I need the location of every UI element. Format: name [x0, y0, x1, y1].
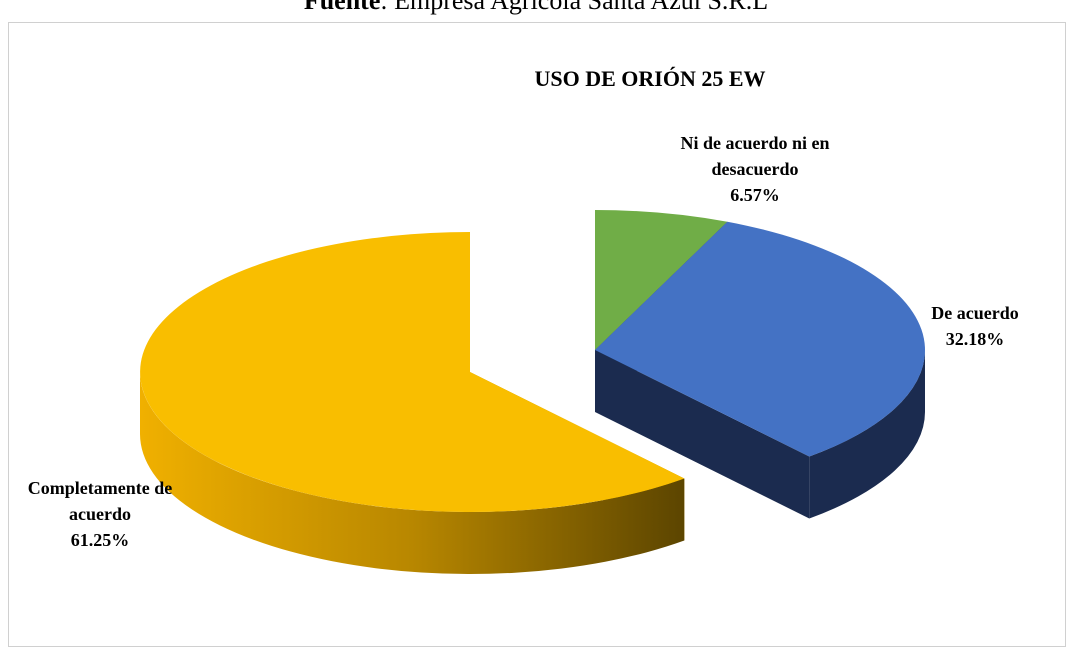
source-label: Fuente: [303, 0, 381, 15]
slice-label: De acuerdo 32.18%: [880, 300, 1070, 352]
slice-label: Completamente de acuerdo 61.25%: [0, 475, 200, 553]
slice-value: 32.18%: [945, 329, 1005, 349]
slice-category: Completamente de acuerdo: [27, 478, 173, 524]
slice-value: 61.25%: [70, 530, 130, 550]
slice-category: De acuerdo: [931, 303, 1019, 323]
slice-cut-face: [595, 350, 810, 519]
chart-title: USO DE ORIÓN 25 EW: [534, 66, 766, 91]
slice-side: [809, 350, 926, 519]
slice-side: [139, 372, 685, 575]
slice-category: Ni de acuerdo ni en desacuerdo: [680, 133, 830, 179]
pie-slice: [595, 221, 925, 457]
pie-slice: [140, 232, 685, 512]
slice-label: Ni de acuerdo ni en desacuerdo 6.57%: [645, 130, 865, 208]
source: Fuente: Empresa Agrícola Santa Azul S.R.…: [0, 0, 1072, 16]
slice-value: 6.57%: [730, 185, 780, 205]
pie-slice: [595, 210, 728, 350]
source-text: : Empresa Agrícola Santa Azul S.R.L: [380, 0, 769, 15]
